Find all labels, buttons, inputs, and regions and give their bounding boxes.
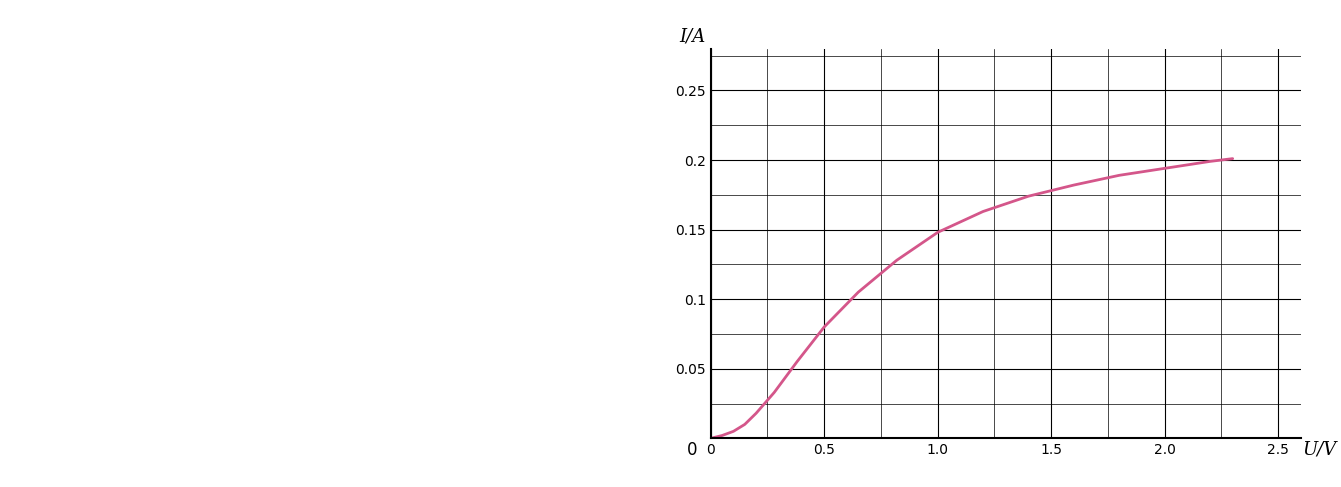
Text: I/A: I/A bbox=[680, 28, 705, 46]
Text: 0: 0 bbox=[688, 441, 697, 459]
Text: U/V: U/V bbox=[1302, 441, 1336, 459]
